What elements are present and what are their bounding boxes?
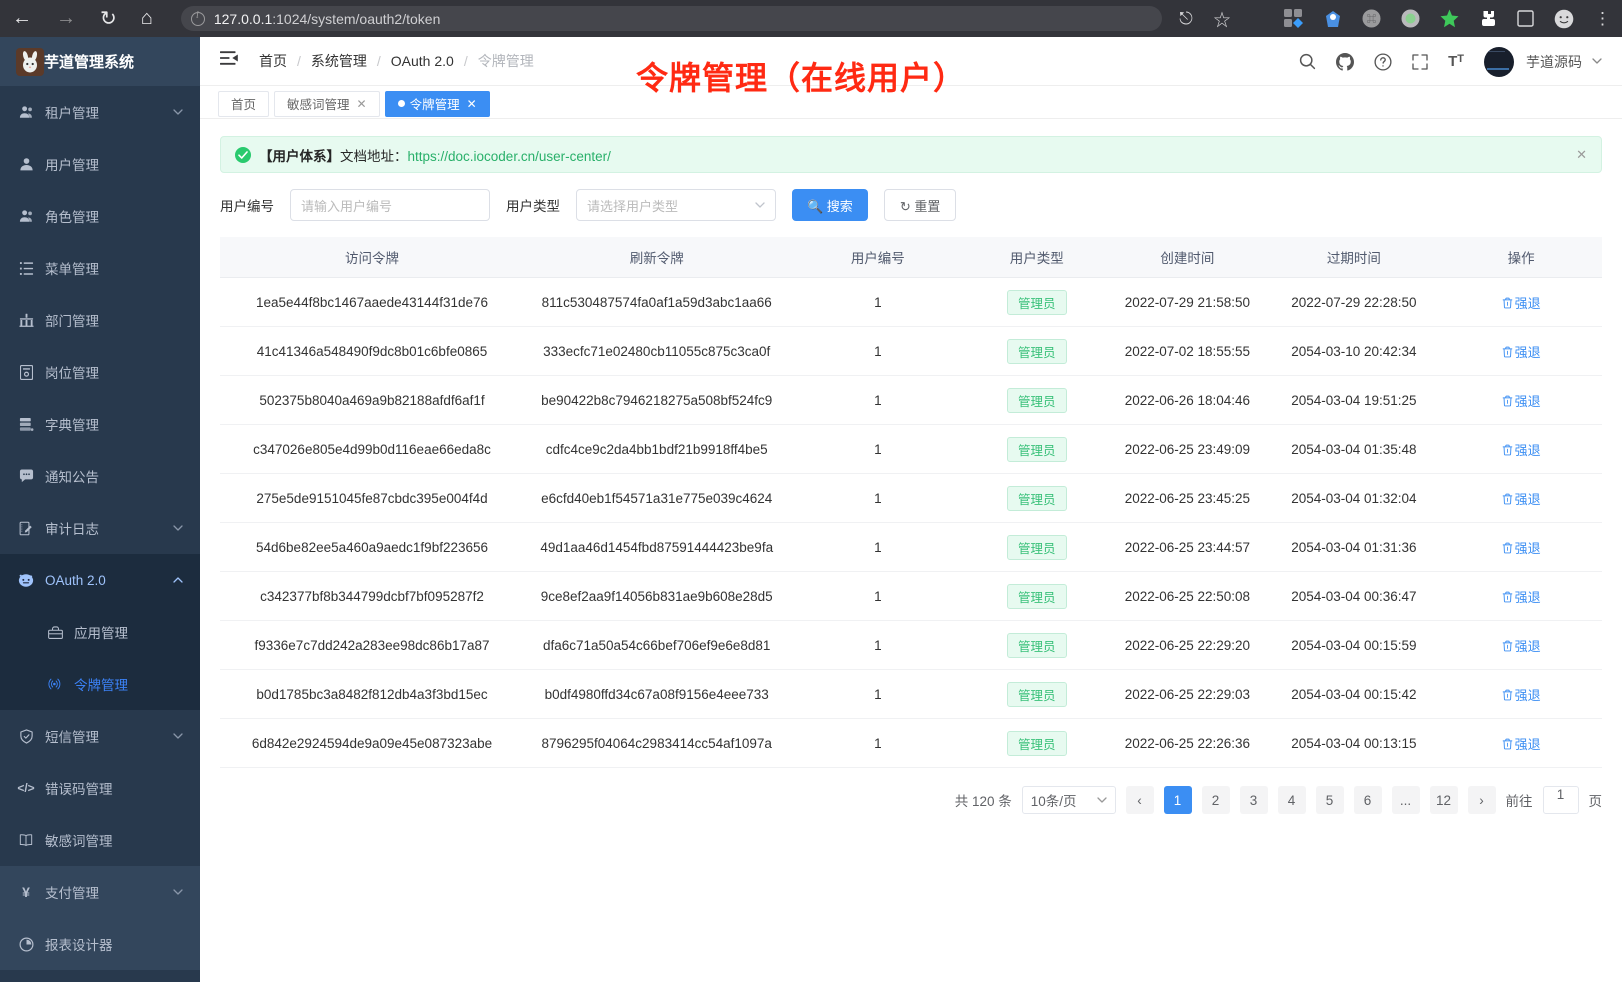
svg-text:⌘: ⌘ <box>1367 14 1377 26</box>
